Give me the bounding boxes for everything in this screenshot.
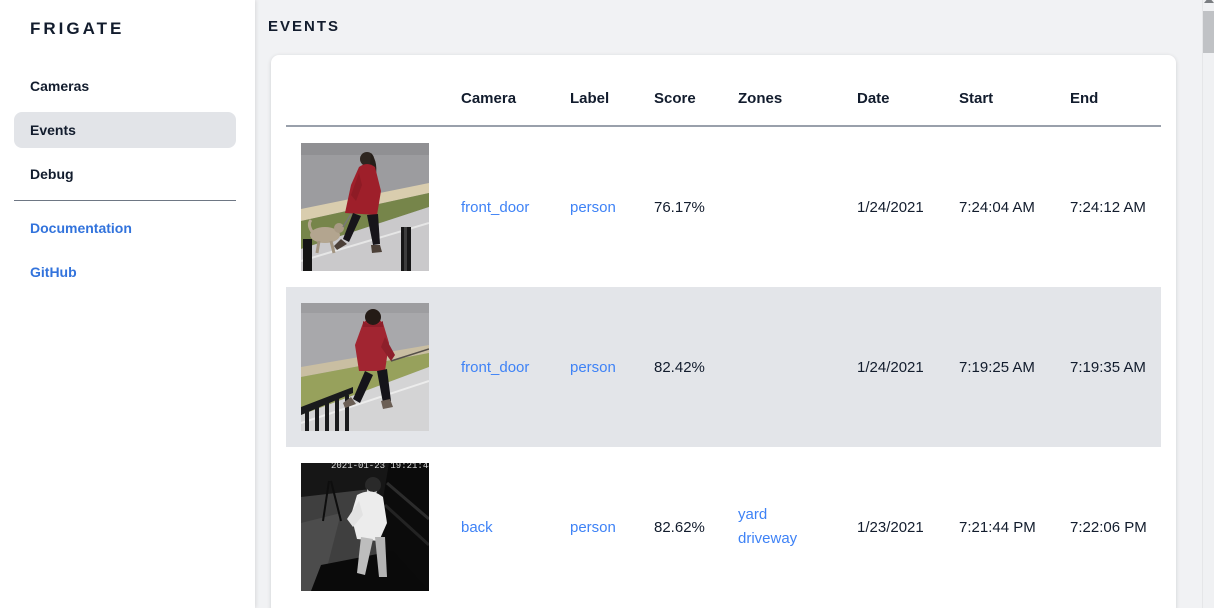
app-logo: FRIGATE <box>30 19 125 38</box>
label-link[interactable]: person <box>570 198 616 216</box>
score-value: 82.42% <box>654 358 705 376</box>
col-header-score: Score <box>654 89 696 107</box>
sidebar-link-label: Documentation <box>30 220 132 236</box>
zone-link[interactable]: driveway <box>738 530 798 547</box>
sidebar-item-events[interactable]: Events <box>14 112 236 148</box>
event-row[interactable]: 2021-01-23 19:21:44 back person 82.62% y… <box>286 447 1161 607</box>
event-thumbnail-person-red-coat-dog[interactable] <box>301 143 429 271</box>
vertical-scrollbar[interactable] <box>1202 0 1214 608</box>
end-value: 7:19:35 AM <box>1070 358 1146 376</box>
main-content: EVENTS Camera Label Score Zones Date Sta… <box>255 0 1214 608</box>
sidebar-divider <box>14 200 236 201</box>
camera-link[interactable]: front_door <box>461 198 530 216</box>
sidebar-link-label: GitHub <box>30 264 77 280</box>
start-value: 7:24:04 AM <box>959 198 1035 216</box>
sidebar-item-label: Cameras <box>30 78 90 94</box>
zones-cell: yard driveway <box>738 503 857 551</box>
start-value: 7:19:25 AM <box>959 358 1035 376</box>
label-link[interactable]: person <box>570 518 616 536</box>
zone-link[interactable]: yard <box>738 506 768 523</box>
camera-link[interactable]: front_door <box>461 358 530 376</box>
event-thumbnail-person-red-hoodie[interactable] <box>301 303 429 431</box>
col-header-end: End <box>1070 89 1099 107</box>
end-value: 7:24:12 AM <box>1070 198 1146 216</box>
sidebar-item-label: Debug <box>30 166 74 182</box>
col-header-label: Label <box>570 89 610 107</box>
date-value: 1/24/2021 <box>857 198 924 216</box>
end-value: 7:22:06 PM <box>1070 518 1147 536</box>
score-value: 82.62% <box>654 518 705 536</box>
score-value: 76.17% <box>654 198 705 216</box>
date-value: 1/23/2021 <box>857 518 924 536</box>
col-header-date: Date <box>857 89 890 107</box>
event-thumbnail-person-night[interactable]: 2021-01-23 19:21:44 <box>301 463 429 591</box>
sidebar-item-debug[interactable]: Debug <box>14 156 236 192</box>
events-table-header: Camera Label Score Zones Date Start End <box>286 55 1161 127</box>
event-row-selected[interactable]: front_door person 82.42% 1/24/2021 7:19:… <box>286 287 1161 447</box>
sidebar: FRIGATE Cameras Events Debug Documentati… <box>0 0 255 608</box>
start-value: 7:21:44 PM <box>959 518 1036 536</box>
sidebar-link-documentation[interactable]: Documentation <box>14 210 236 246</box>
camera-timestamp-overlay: 2021-01-23 19:21:44 <box>331 463 429 471</box>
sidebar-item-cameras[interactable]: Cameras <box>14 68 236 104</box>
col-header-camera: Camera <box>461 89 517 107</box>
scroll-up-arrow-icon[interactable] <box>1203 0 1214 3</box>
page-title: EVENTS <box>268 18 341 35</box>
camera-link[interactable]: back <box>461 518 493 536</box>
label-link[interactable]: person <box>570 358 616 376</box>
event-row[interactable]: front_door person 76.17% 1/24/2021 7:24:… <box>286 127 1161 287</box>
scrollbar-thumb[interactable] <box>1203 11 1214 53</box>
date-value: 1/24/2021 <box>857 358 924 376</box>
sidebar-link-github[interactable]: GitHub <box>14 254 236 290</box>
sidebar-nav: Cameras Events Debug Documentation GitHu… <box>0 68 255 290</box>
col-header-start: Start <box>959 89 994 107</box>
col-header-zones: Zones <box>738 89 783 107</box>
events-card: Camera Label Score Zones Date Start End <box>271 55 1176 608</box>
sidebar-item-label: Events <box>30 122 76 138</box>
